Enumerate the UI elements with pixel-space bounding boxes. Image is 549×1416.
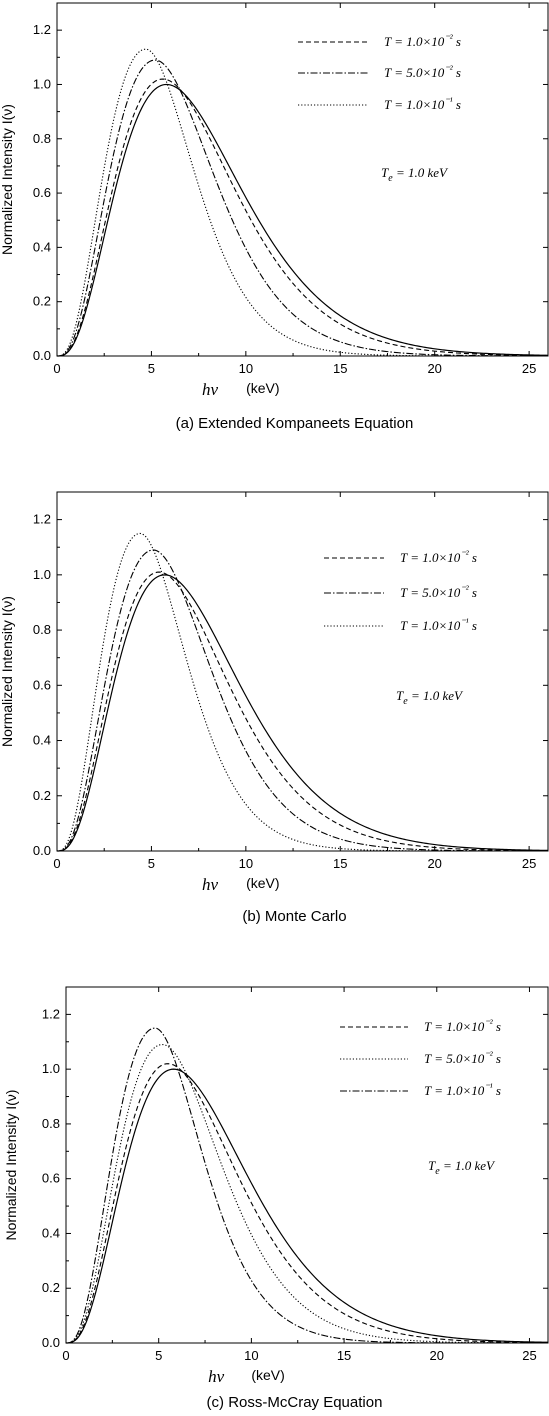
electron-temperature-annotation: Te = 1.0 keV: [428, 1158, 496, 1177]
legend-entry-label: T = 5.0×10⁻² s: [384, 64, 461, 80]
y-tick-label: 1.0: [33, 567, 51, 582]
y-tick-label: 0.8: [42, 1116, 60, 1131]
chart-panel-2: 0 5 10 15 20 25 0.0 0.2 0.4 0.6 0.8 1.0 1.2 Normalize…: [0, 491, 549, 925]
x-tick-label: 25: [522, 361, 536, 376]
x-tick-label: 20: [430, 1348, 444, 1363]
x-tick-label: 20: [427, 361, 441, 376]
x-tick-label: 0: [53, 856, 60, 871]
x-tick-label: 15: [333, 361, 347, 376]
series-line-dashed: [56, 78, 549, 357]
x-axis-symbol: hν: [202, 380, 219, 399]
legend-entry-label: T = 1.0×10⁻¹ s: [424, 1082, 501, 1098]
x-tick-label: 20: [427, 856, 441, 871]
electron-temperature-annotation: Te = 1.0 keV: [381, 165, 449, 184]
x-tick-label: 0: [53, 361, 60, 376]
y-tick-label: 1.2: [42, 1006, 60, 1021]
x-tick-label: 0: [62, 1348, 69, 1363]
panel-caption: (c) Ross-McCray Equation: [207, 1394, 383, 1411]
y-tick-label: 0.2: [33, 788, 51, 803]
x-tick-label: 10: [244, 1348, 258, 1363]
plot-frame: [56, 491, 549, 852]
legend-entry-label: T = 5.0×10⁻² s: [424, 1050, 501, 1066]
y-tick-label: 0.2: [33, 294, 51, 309]
legend-entry-label: T = 1.0×10⁻² s: [384, 33, 461, 49]
x-tick-label: 5: [155, 1348, 162, 1363]
y-axis-label: Normalized Intensity I(ν): [3, 1090, 19, 1241]
legend-entry-label: T = 1.0×10⁻¹ s: [400, 617, 477, 633]
y-tick-label: 0.4: [33, 733, 51, 748]
series-line-dashdot: [65, 1027, 548, 1344]
x-tick-label: 10: [239, 361, 253, 376]
x-tick-label: 5: [148, 856, 155, 871]
legend-entry-label: T = 1.0×10⁻¹ s: [384, 96, 461, 112]
x-axis-symbol: hν: [208, 1367, 225, 1386]
x-axis-unit: (keV): [251, 1367, 284, 1383]
series-line-dashed: [65, 1063, 549, 1344]
series-line-solid: [56, 83, 549, 357]
y-tick-label: 0.4: [42, 1225, 60, 1240]
chart-panel-1: 0 5 10 15 20 25 0.0 0.2 0.4 0.6 0.8 1.0 1.2 Normalize…: [0, 2, 549, 432]
series-line-dashdot: [56, 59, 549, 357]
panel-caption: (a) Extended Kompaneets Equation: [176, 415, 414, 432]
x-axis-unit: (keV): [246, 875, 279, 891]
x-tick-label: 10: [239, 856, 253, 871]
legend-entry-label: T = 1.0×10⁻² s: [424, 1018, 501, 1034]
x-tick-label: 15: [333, 856, 347, 871]
y-tick-label: 0.0: [33, 843, 51, 858]
legend-entry-label: T = 1.0×10⁻² s: [400, 549, 477, 565]
y-tick-label: 0.4: [33, 239, 51, 254]
x-tick-label: 15: [337, 1348, 351, 1363]
y-tick-label: 1.0: [33, 76, 51, 91]
series-line-dotted: [56, 48, 548, 357]
x-axis-symbol: hν: [202, 875, 219, 894]
x-tick-label: 25: [522, 856, 536, 871]
x-axis-unit: (keV): [246, 380, 279, 396]
electron-temperature-annotation: Te = 1.0 keV: [396, 688, 464, 707]
series-line-solid: [56, 574, 549, 852]
y-tick-label: 0.6: [33, 185, 51, 200]
y-axis-label: Normalized Intensity I(ν): [0, 596, 15, 747]
y-tick-label: 0.0: [42, 1335, 60, 1350]
plot-frame: [65, 986, 549, 1344]
y-tick-label: 0.8: [33, 622, 51, 637]
y-tick-label: 0.6: [33, 677, 51, 692]
y-tick-label: 0.0: [33, 348, 51, 363]
y-tick-label: 1.2: [33, 22, 51, 37]
x-tick-label: 25: [522, 1348, 536, 1363]
series-line-dotted: [56, 532, 548, 852]
y-axis-label: Normalized Intensity I(ν): [0, 104, 15, 255]
y-tick-label: 0.8: [33, 131, 51, 146]
series-line-solid: [65, 1068, 549, 1344]
y-tick-label: 0.2: [42, 1280, 60, 1295]
panel-caption: (b) Monte Carlo: [242, 908, 346, 925]
y-tick-label: 1.0: [42, 1061, 60, 1076]
y-tick-label: 1.2: [33, 512, 51, 527]
x-tick-label: 5: [148, 361, 155, 376]
legend-entry-label: T = 5.0×10⁻² s: [400, 584, 477, 600]
chart-panel-3: 0 5 10 15 20 25 0.0 0.2 0.4 0.6 0.8 1.0 1.2 Normalize…: [3, 986, 549, 1411]
plot-frame: [56, 2, 549, 357]
y-tick-label: 0.6: [42, 1171, 60, 1186]
series-line-dashed: [56, 571, 549, 852]
series-line-dotted: [65, 1043, 549, 1344]
